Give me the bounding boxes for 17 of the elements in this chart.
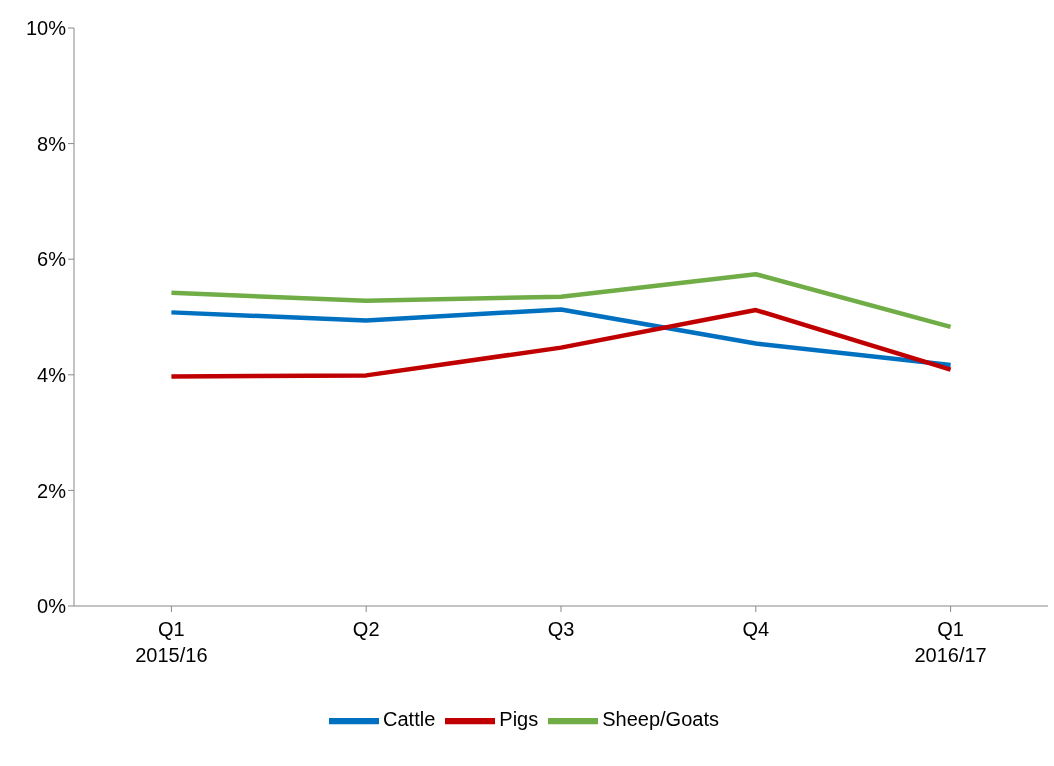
legend-label: Sheep/Goats xyxy=(602,708,719,731)
line-series xyxy=(169,307,953,368)
legend-label: Pigs xyxy=(499,708,539,731)
x-tick-label: Q4 xyxy=(742,618,770,640)
x-tick-label: Q1 2016/17 xyxy=(914,618,987,666)
x-tick-label: Q2 xyxy=(352,618,380,640)
y-tick-label: 2% xyxy=(37,479,67,502)
line-series xyxy=(169,307,953,379)
y-tick-label: 6% xyxy=(37,248,67,271)
y-tick-label: 10% xyxy=(25,17,67,40)
x-tick-label: Q1 2015/16 xyxy=(135,618,208,666)
y-tick-label: 0% xyxy=(37,595,67,618)
y-tick-label: 8% xyxy=(37,132,67,155)
x-tick-label: Q3 xyxy=(547,618,575,640)
line-series xyxy=(169,271,953,330)
y-tick-label: 4% xyxy=(37,363,67,386)
legend-label: Cattle xyxy=(383,708,436,731)
